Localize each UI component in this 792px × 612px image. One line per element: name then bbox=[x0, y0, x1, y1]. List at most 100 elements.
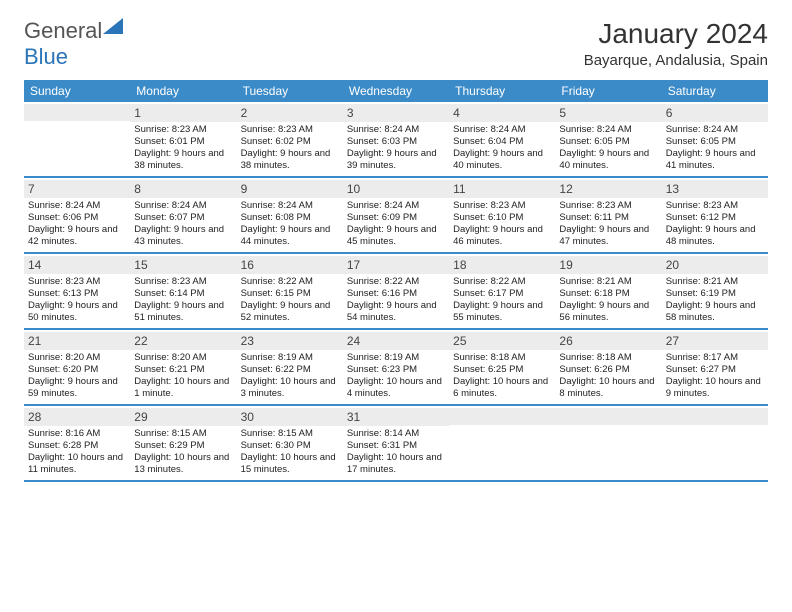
day-cell: 21Sunrise: 8:20 AMSunset: 6:20 PMDayligh… bbox=[24, 330, 130, 404]
day-number: 20 bbox=[662, 256, 768, 274]
day-info: Sunrise: 8:24 AMSunset: 6:05 PMDaylight:… bbox=[559, 124, 657, 172]
day-info: Sunrise: 8:16 AMSunset: 6:28 PMDaylight:… bbox=[28, 428, 126, 476]
day-cell: 27Sunrise: 8:17 AMSunset: 6:27 PMDayligh… bbox=[662, 330, 768, 404]
weekday-header: Friday bbox=[555, 80, 661, 102]
empty-day-header bbox=[555, 408, 661, 425]
sunset-text: Sunset: 6:28 PM bbox=[28, 440, 126, 452]
day-info: Sunrise: 8:18 AMSunset: 6:26 PMDaylight:… bbox=[559, 352, 657, 400]
week-row: 21Sunrise: 8:20 AMSunset: 6:20 PMDayligh… bbox=[24, 330, 768, 406]
sunrise-text: Sunrise: 8:21 AM bbox=[666, 276, 764, 288]
day-info: Sunrise: 8:22 AMSunset: 6:16 PMDaylight:… bbox=[347, 276, 445, 324]
day-number: 3 bbox=[343, 104, 449, 122]
day-cell: 22Sunrise: 8:20 AMSunset: 6:21 PMDayligh… bbox=[130, 330, 236, 404]
sunset-text: Sunset: 6:02 PM bbox=[241, 136, 339, 148]
daylight-text: Daylight: 10 hours and 11 minutes. bbox=[28, 452, 126, 476]
sunrise-text: Sunrise: 8:17 AM bbox=[666, 352, 764, 364]
day-info: Sunrise: 8:23 AMSunset: 6:13 PMDaylight:… bbox=[28, 276, 126, 324]
sunrise-text: Sunrise: 8:23 AM bbox=[134, 124, 232, 136]
sunrise-text: Sunrise: 8:19 AM bbox=[241, 352, 339, 364]
sunrise-text: Sunrise: 8:22 AM bbox=[453, 276, 551, 288]
sunrise-text: Sunrise: 8:24 AM bbox=[347, 124, 445, 136]
day-info: Sunrise: 8:15 AMSunset: 6:29 PMDaylight:… bbox=[134, 428, 232, 476]
day-info: Sunrise: 8:24 AMSunset: 6:04 PMDaylight:… bbox=[453, 124, 551, 172]
day-cell: 18Sunrise: 8:22 AMSunset: 6:17 PMDayligh… bbox=[449, 254, 555, 328]
sunset-text: Sunset: 6:25 PM bbox=[453, 364, 551, 376]
day-cell: 8Sunrise: 8:24 AMSunset: 6:07 PMDaylight… bbox=[130, 178, 236, 252]
day-cell bbox=[24, 102, 130, 176]
sunset-text: Sunset: 6:31 PM bbox=[347, 440, 445, 452]
sunrise-text: Sunrise: 8:24 AM bbox=[559, 124, 657, 136]
day-info: Sunrise: 8:24 AMSunset: 6:05 PMDaylight:… bbox=[666, 124, 764, 172]
day-number: 2 bbox=[237, 104, 343, 122]
daylight-text: Daylight: 9 hours and 40 minutes. bbox=[453, 148, 551, 172]
day-cell: 4Sunrise: 8:24 AMSunset: 6:04 PMDaylight… bbox=[449, 102, 555, 176]
sunset-text: Sunset: 6:16 PM bbox=[347, 288, 445, 300]
day-number: 23 bbox=[237, 332, 343, 350]
day-cell: 7Sunrise: 8:24 AMSunset: 6:06 PMDaylight… bbox=[24, 178, 130, 252]
daylight-text: Daylight: 9 hours and 38 minutes. bbox=[241, 148, 339, 172]
day-number: 29 bbox=[130, 408, 236, 426]
title-block: January 2024 Bayarque, Andalusia, Spain bbox=[584, 18, 768, 69]
day-info: Sunrise: 8:20 AMSunset: 6:20 PMDaylight:… bbox=[28, 352, 126, 400]
sunset-text: Sunset: 6:10 PM bbox=[453, 212, 551, 224]
day-info: Sunrise: 8:22 AMSunset: 6:15 PMDaylight:… bbox=[241, 276, 339, 324]
day-number: 17 bbox=[343, 256, 449, 274]
daylight-text: Daylight: 9 hours and 52 minutes. bbox=[241, 300, 339, 324]
sunrise-text: Sunrise: 8:24 AM bbox=[666, 124, 764, 136]
sunset-text: Sunset: 6:01 PM bbox=[134, 136, 232, 148]
daylight-text: Daylight: 9 hours and 43 minutes. bbox=[134, 224, 232, 248]
triangle-icon bbox=[103, 18, 123, 34]
day-number: 28 bbox=[24, 408, 130, 426]
weekday-header: Tuesday bbox=[237, 80, 343, 102]
sunrise-text: Sunrise: 8:15 AM bbox=[134, 428, 232, 440]
day-cell: 3Sunrise: 8:24 AMSunset: 6:03 PMDaylight… bbox=[343, 102, 449, 176]
daylight-text: Daylight: 10 hours and 15 minutes. bbox=[241, 452, 339, 476]
day-cell: 23 Sunrise: 8:19 AMSunset: 6:22 PMDayligh… bbox=[237, 330, 343, 404]
page-header: GeneralBlue January 2024 Bayarque, Andal… bbox=[24, 18, 768, 70]
daylight-text: Daylight: 9 hours and 44 minutes. bbox=[241, 224, 339, 248]
empty-day-header bbox=[662, 408, 768, 425]
day-info: Sunrise: 8:17 AMSunset: 6:27 PMDaylight:… bbox=[666, 352, 764, 400]
day-number: 9 bbox=[237, 180, 343, 198]
sunrise-text: Sunrise: 8:23 AM bbox=[666, 200, 764, 212]
day-cell: 16Sunrise: 8:22 AMSunset: 6:15 PMDayligh… bbox=[237, 254, 343, 328]
sunrise-text: Sunrise: 8:23 AM bbox=[453, 200, 551, 212]
sunset-text: Sunset: 6:22 PM bbox=[241, 364, 339, 376]
day-cell bbox=[662, 406, 768, 480]
day-cell: 25Sunrise: 8:18 AMSunset: 6:25 PMDayligh… bbox=[449, 330, 555, 404]
sunset-text: Sunset: 6:21 PM bbox=[134, 364, 232, 376]
sunrise-text: Sunrise: 8:20 AM bbox=[134, 352, 232, 364]
day-cell: 6Sunrise: 8:24 AMSunset: 6:05 PMDaylight… bbox=[662, 102, 768, 176]
day-cell: 10Sunrise: 8:24 AMSunset: 6:09 PMDayligh… bbox=[343, 178, 449, 252]
sunrise-text: Sunrise: 8:22 AM bbox=[347, 276, 445, 288]
day-number: 11 bbox=[449, 180, 555, 198]
week-row: 28Sunrise: 8:16 AMSunset: 6:28 PMDayligh… bbox=[24, 406, 768, 482]
day-info: Sunrise: 8:19 AMSunset: 6:22 PMDaylight:… bbox=[241, 352, 339, 400]
day-cell: 20 Sunrise: 8:21 AMSunset: 6:19 PMDayligh… bbox=[662, 254, 768, 328]
daylight-text: Daylight: 9 hours and 59 minutes. bbox=[28, 376, 126, 400]
day-cell: 9 Sunrise: 8:24 AMSunset: 6:08 PMDaylight… bbox=[237, 178, 343, 252]
day-info: Sunrise: 8:19 AMSunset: 6:23 PMDaylight:… bbox=[347, 352, 445, 400]
daylight-text: Daylight: 10 hours and 13 minutes. bbox=[134, 452, 232, 476]
month-title: January 2024 bbox=[584, 18, 768, 50]
day-number: 14 bbox=[24, 256, 130, 274]
weekday-header: Thursday bbox=[449, 80, 555, 102]
day-info: Sunrise: 8:24 AMSunset: 6:08 PMDaylight:… bbox=[241, 200, 339, 248]
brand-logo: GeneralBlue bbox=[24, 18, 123, 70]
day-cell bbox=[555, 406, 661, 480]
sunset-text: Sunset: 6:15 PM bbox=[241, 288, 339, 300]
day-info: Sunrise: 8:21 AMSunset: 6:19 PMDaylight:… bbox=[666, 276, 764, 324]
daylight-text: Daylight: 10 hours and 17 minutes. bbox=[347, 452, 445, 476]
calendar-grid: 1Sunrise: 8:23 AMSunset: 6:01 PMDaylight… bbox=[24, 102, 768, 482]
day-info: Sunrise: 8:23 AMSunset: 6:11 PMDaylight:… bbox=[559, 200, 657, 248]
daylight-text: Daylight: 9 hours and 56 minutes. bbox=[559, 300, 657, 324]
day-cell: 14 Sunrise: 8:23 AMSunset: 6:13 PMDayligh… bbox=[24, 254, 130, 328]
sunrise-text: Sunrise: 8:16 AM bbox=[28, 428, 126, 440]
sunrise-text: Sunrise: 8:22 AM bbox=[241, 276, 339, 288]
day-number: 26 bbox=[555, 332, 661, 350]
daylight-text: Daylight: 9 hours and 55 minutes. bbox=[453, 300, 551, 324]
daylight-text: Daylight: 9 hours and 41 minutes. bbox=[666, 148, 764, 172]
daylight-text: Daylight: 9 hours and 46 minutes. bbox=[453, 224, 551, 248]
daylight-text: Daylight: 9 hours and 48 minutes. bbox=[666, 224, 764, 248]
sunset-text: Sunset: 6:07 PM bbox=[134, 212, 232, 224]
